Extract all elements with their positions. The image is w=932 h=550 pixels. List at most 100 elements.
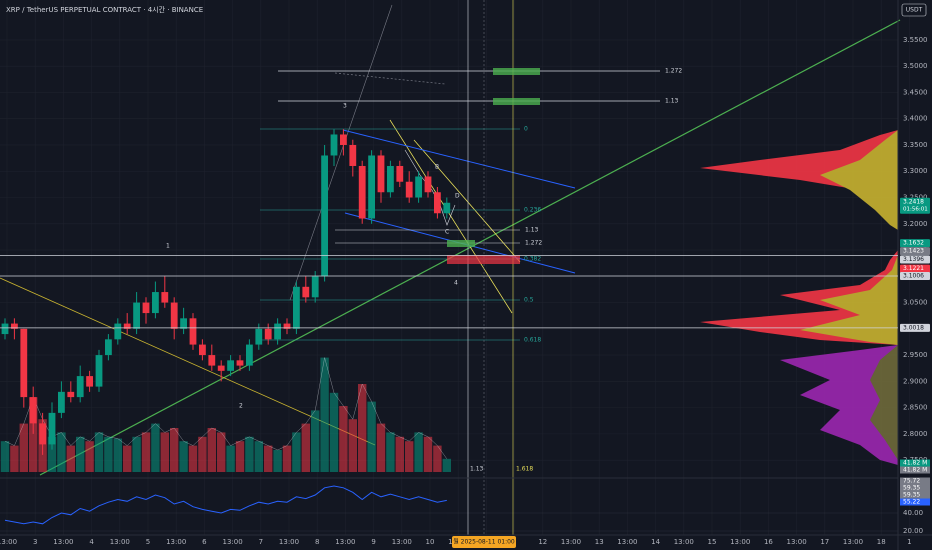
- volume-bar: [76, 436, 85, 472]
- volume-bar: [235, 441, 245, 472]
- price-badge: [900, 264, 930, 273]
- wave-label: D: [455, 193, 460, 200]
- volume-bar: [151, 423, 160, 472]
- volume-bar: [320, 357, 329, 472]
- x-tick-label: 12: [538, 538, 547, 546]
- x-tick-label: 13:00: [53, 538, 73, 546]
- volume-bar: [160, 432, 169, 472]
- y-tick-label: 2.9000: [903, 377, 928, 385]
- candle-body: [58, 391, 65, 413]
- time-badge: [452, 536, 516, 548]
- rsi-label: 59.35: [903, 485, 920, 492]
- volume-bar: [367, 401, 376, 472]
- annotation: 1.618: [516, 466, 533, 473]
- candle-body: [48, 412, 56, 445]
- x-tick-label: 13:00: [730, 538, 750, 546]
- candle-body: [189, 318, 197, 345]
- volume-bar: [292, 432, 301, 472]
- price-badge: [900, 239, 930, 248]
- volume-bar: [414, 432, 423, 472]
- rsi-label: 59.35: [903, 492, 920, 499]
- price-label: 3.1632: [903, 240, 924, 247]
- wave-label: 4: [454, 280, 458, 287]
- countdown: 01:56:01: [903, 206, 928, 212]
- volume-profile: [700, 130, 898, 465]
- volume-bar: [395, 436, 404, 472]
- candle-body: [11, 323, 18, 329]
- annotation: 1.272: [525, 240, 542, 247]
- candles: [1, 129, 451, 455]
- price-badge: [900, 255, 930, 264]
- volume-bar: [123, 445, 132, 472]
- candle-body: [415, 176, 422, 198]
- x-tick-label: 18: [877, 538, 886, 546]
- candle-body: [368, 155, 375, 219]
- price-label: 3.1396: [903, 256, 924, 263]
- x-tick-label: 7: [259, 538, 263, 546]
- x-tick-label: 13:00: [279, 538, 299, 546]
- candle-body: [123, 323, 131, 329]
- trend-line: [389, 119, 513, 314]
- candle-body: [95, 355, 103, 387]
- candle-body: [133, 302, 140, 329]
- candle-body: [76, 376, 84, 398]
- candle-body: [1, 323, 9, 335]
- annotation: 0: [524, 126, 528, 133]
- candle-body: [180, 318, 187, 329]
- annotation: 1.13: [470, 466, 484, 473]
- x-tick-label: 13:00: [843, 538, 863, 546]
- rsi-badge: [900, 477, 930, 485]
- volume-bar: [423, 436, 433, 472]
- y-tick-label: 2.8500: [903, 404, 928, 412]
- volume-bar: [170, 428, 179, 472]
- y-tick-label: 3.0500: [903, 299, 928, 307]
- candle-body: [283, 323, 291, 329]
- currency: USDT: [906, 7, 923, 14]
- volume-bar: [132, 436, 141, 472]
- volume-bar: [376, 423, 386, 472]
- currency-badge: [901, 3, 927, 17]
- volume-pane: [0, 357, 451, 472]
- candle-body: [208, 355, 216, 366]
- y-tick-label: 3.5500: [903, 36, 928, 44]
- y-tick-label: 3.3500: [903, 141, 928, 149]
- candle-body: [255, 328, 263, 345]
- rsi-label: 75.72: [903, 478, 920, 485]
- x-tick-label: 13:00: [335, 538, 355, 546]
- candle-body: [274, 323, 281, 340]
- target-box: [493, 68, 540, 75]
- volume-bar: [358, 384, 367, 472]
- rsi-tick-label: 20.00: [903, 527, 923, 535]
- volume-bar: [113, 438, 122, 472]
- volume-outline: [4, 357, 448, 459]
- x-tick-label: 14: [651, 538, 660, 546]
- y-tick-label: 3.3000: [903, 167, 928, 175]
- annotation: 1.272: [665, 68, 682, 75]
- trend-line: [413, 139, 521, 263]
- candle-body: [246, 344, 253, 366]
- candle-body: [443, 202, 451, 214]
- annotation: 0.236: [524, 207, 541, 214]
- x-tick-label: 13:00: [617, 538, 637, 546]
- price-label: 3.1006: [903, 272, 924, 279]
- x-tick-label: 13:00: [110, 538, 130, 546]
- volume-bar: [264, 445, 273, 472]
- wave-label: 2: [239, 403, 243, 410]
- candle-body: [86, 376, 93, 387]
- candle-body: [340, 134, 347, 145]
- rsi-tick-label: 40.00: [903, 509, 923, 517]
- candle-body: [387, 165, 394, 193]
- volume-bar: [282, 445, 292, 472]
- candle-body: [311, 276, 319, 298]
- candle-body: [321, 155, 328, 277]
- volume-bar: [217, 432, 226, 472]
- y-tick-label: 3.2000: [903, 220, 928, 228]
- volume-bar: [254, 441, 263, 472]
- annotations: 1.272 1.13 0 0.236 0.382 0.5 0.618 1.13 …: [166, 68, 682, 473]
- dashed-line: [334, 72, 446, 85]
- rsi-badge: [900, 491, 930, 499]
- x-tick-label: 13:00: [787, 538, 807, 546]
- candle-body: [142, 302, 150, 314]
- y-tick-label: 2.9500: [903, 351, 928, 359]
